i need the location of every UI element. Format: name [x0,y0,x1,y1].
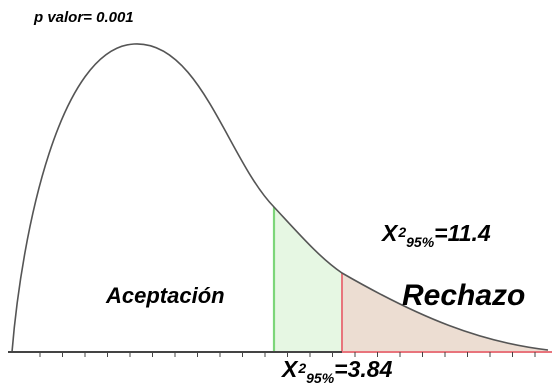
density-curve [11,43,549,353]
critical-value-label: X295%=3.84 [282,356,393,386]
critical-value-symbol: X [282,356,298,382]
acceptance-region-label: Aceptación [106,283,225,308]
critical-value-value: =3.84 [334,356,393,382]
rejection-region-shade [342,273,548,352]
critical-region-shade [274,207,342,352]
p-value-label: p valor= 0.001 [34,9,134,26]
test-statistic-symbol: X [382,220,398,246]
test-statistic-superscript: 2 [398,224,407,240]
test-statistic-label: X295%=11.4 [382,220,491,250]
rejection-region-label: Rechazo [402,279,526,312]
test-statistic-subscript: 95% [406,234,435,250]
critical-value-superscript: 2 [298,360,307,376]
x-axis-ticks [39,352,536,357]
test-statistic-value: =11.4 [434,220,491,246]
critical-value-subscript: 95% [306,370,335,386]
